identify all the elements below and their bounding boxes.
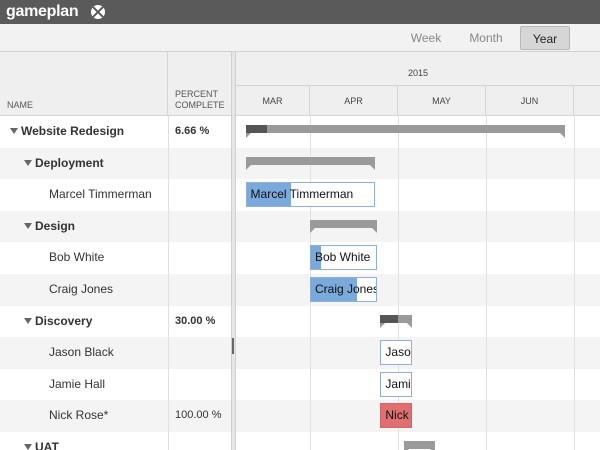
- task-bar-label: Jamie Hall: [385, 376, 411, 391]
- month-may: MAY: [398, 86, 486, 116]
- task-row[interactable]: Bob White: [0, 242, 600, 274]
- pane-splitter[interactable]: [231, 52, 236, 450]
- task-bar[interactable]: Jason Black: [380, 340, 413, 366]
- app-logo[interactable]: gameplan: [6, 3, 79, 20]
- view-toolbar: Week Month Year: [0, 24, 600, 52]
- month-gridline-jul: [574, 116, 575, 450]
- month-gridline-may: [398, 116, 399, 450]
- task-bar-label: Nick: [385, 408, 409, 423]
- task-progress-fill: [311, 278, 357, 301]
- percent-column-header[interactable]: PERCENT COMPLETE: [168, 52, 231, 116]
- timeline-header: 2015 MAR APR MAY JUN: [236, 52, 600, 116]
- percent-column-label-line2: COMPLETE: [175, 100, 225, 110]
- name-column-label: NAME: [7, 100, 34, 110]
- row-name: Marcel Timmerman: [49, 187, 152, 202]
- row-name: Deployment: [35, 155, 104, 170]
- logo-icon: [91, 5, 105, 19]
- collapse-triangle-icon[interactable]: [24, 444, 32, 450]
- row-name: UAT: [35, 440, 59, 450]
- month-mar: MAR: [236, 86, 310, 116]
- week-view-button[interactable]: Week: [410, 31, 442, 45]
- row-name: Craig Jones: [49, 282, 114, 296]
- summary-bar[interactable]: [245, 125, 566, 138]
- group-row[interactable]: Discovery 30.00 %: [0, 306, 600, 338]
- collapse-triangle-icon[interactable]: [24, 159, 32, 166]
- task-progress-fill: [246, 183, 291, 207]
- year-label: 2015: [236, 52, 600, 86]
- name-column-header[interactable]: NAME: [0, 52, 168, 116]
- task-bar[interactable]: Jamie Hall: [380, 371, 413, 397]
- task-bar[interactable]: Craig Jones: [310, 277, 378, 302]
- row-name: Design: [35, 218, 76, 233]
- row-name: Discovery: [35, 313, 93, 328]
- group-row[interactable]: Website Redesign 6.66 %: [0, 116, 600, 148]
- row-percent: 30.00 %: [175, 314, 216, 327]
- summary-bar[interactable]: [403, 441, 436, 450]
- task-bar[interactable]: Marcel Timmerman: [245, 182, 375, 208]
- summary-bar[interactable]: [380, 314, 413, 328]
- month-view-button[interactable]: Month: [469, 31, 503, 45]
- task-bar[interactable]: Bob White: [310, 245, 378, 271]
- collapse-triangle-icon[interactable]: [24, 317, 32, 324]
- row-name: Jason Black: [49, 345, 114, 360]
- summary-progress: [380, 314, 399, 323]
- row-name: Website Redesign: [21, 124, 125, 138]
- row-name: Bob White: [49, 250, 105, 265]
- task-bar-label: Jason Black: [385, 345, 411, 360]
- task-bar-label: Bob White: [315, 250, 371, 265]
- collapse-triangle-icon[interactable]: [24, 222, 32, 229]
- task-row[interactable]: Craig Jones: [0, 274, 600, 306]
- row-name: Jamie Hall: [49, 376, 106, 391]
- month-gridline-jun: [486, 116, 487, 450]
- year-view-button[interactable]: Year: [520, 26, 570, 50]
- summary-bar[interactable]: [245, 156, 375, 170]
- task-bar[interactable]: Nick: [380, 403, 413, 429]
- collapse-triangle-icon[interactable]: [10, 128, 18, 134]
- summary-progress: [245, 125, 267, 133]
- summary-bar[interactable]: [310, 219, 378, 233]
- task-progress-fill: [311, 246, 321, 270]
- splitter-handle[interactable]: [232, 338, 234, 354]
- task-row[interactable]: Jamie Hall: [0, 369, 600, 401]
- task-row[interactable]: Jason Black: [0, 337, 600, 369]
- row-percent: 6.66 %: [175, 125, 210, 137]
- group-row[interactable]: UAT: [0, 432, 600, 450]
- task-row[interactable]: Marcel Timmerman: [0, 179, 600, 211]
- row-name: Nick Rose*: [49, 408, 109, 423]
- month-jun: JUN: [486, 86, 574, 116]
- task-row[interactable]: Nick Rose* 100.00 %: [0, 400, 600, 432]
- row-percent: 100.00 %: [175, 409, 222, 422]
- app-header: gameplan: [0, 0, 600, 24]
- percent-column-label-line1: PERCENT: [175, 89, 219, 99]
- group-row[interactable]: Design: [0, 210, 600, 243]
- task-bar-label: Craig Jones: [315, 282, 378, 296]
- task-progress-fill: [381, 404, 412, 428]
- task-bar-label: Marcel Timmerman: [250, 187, 354, 202]
- month-apr: APR: [310, 86, 398, 116]
- column-divider: [168, 116, 169, 450]
